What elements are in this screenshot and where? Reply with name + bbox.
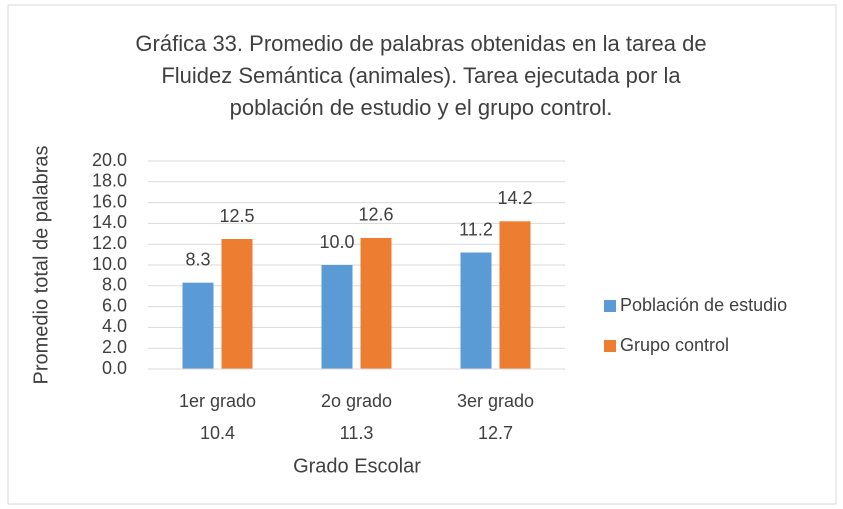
y-tick-label: 2.0 bbox=[102, 337, 127, 357]
y-tick-label: 16.0 bbox=[92, 191, 127, 211]
y-tick-label: 14.0 bbox=[92, 212, 127, 232]
bar bbox=[221, 239, 253, 369]
legend-swatch bbox=[604, 340, 616, 352]
bar bbox=[321, 265, 353, 369]
chart-title: Fluidez Semántica (animales). Tarea ejec… bbox=[161, 63, 681, 88]
y-tick-label: 0.0 bbox=[102, 358, 127, 378]
x-tick-label: 2o grado bbox=[321, 391, 392, 411]
data-label: 8.3 bbox=[185, 249, 210, 269]
bar bbox=[360, 237, 392, 369]
y-axis-title: Promedio total de palabras bbox=[30, 145, 52, 384]
y-tick-label: 20.0 bbox=[92, 150, 127, 170]
chart-title: población de estudio y el grupo control. bbox=[230, 95, 613, 120]
y-tick-label: 12.0 bbox=[92, 233, 127, 253]
legend-label: Población de estudio bbox=[620, 295, 787, 315]
bar bbox=[499, 221, 531, 369]
y-tick-label: 8.0 bbox=[102, 275, 127, 295]
chart-border bbox=[7, 4, 837, 505]
legend-label: Grupo control bbox=[620, 335, 729, 355]
x-tick-label: 12.7 bbox=[478, 423, 513, 443]
chart-title: Gráfica 33. Promedio de palabras obtenid… bbox=[135, 31, 706, 56]
bar bbox=[182, 282, 214, 369]
bar bbox=[460, 252, 492, 369]
x-tick-label: 1er grado bbox=[179, 391, 256, 411]
y-tick-label: 10.0 bbox=[92, 254, 127, 274]
x-axis-title: Grado Escolar bbox=[293, 455, 421, 477]
y-tick-label: 18.0 bbox=[92, 171, 127, 191]
data-label: 12.6 bbox=[358, 205, 393, 225]
x-tick-label: 11.3 bbox=[340, 423, 374, 443]
data-label: 10.0 bbox=[319, 232, 354, 252]
x-tick-label: 10.4 bbox=[200, 423, 235, 443]
data-label: 14.2 bbox=[497, 188, 532, 208]
y-tick-label: 6.0 bbox=[102, 295, 127, 315]
legend-swatch bbox=[604, 300, 616, 312]
data-label: 12.5 bbox=[219, 206, 254, 226]
x-tick-label: 3er grado bbox=[457, 391, 534, 411]
data-label: 11.2 bbox=[459, 219, 493, 239]
y-tick-label: 4.0 bbox=[102, 316, 127, 336]
